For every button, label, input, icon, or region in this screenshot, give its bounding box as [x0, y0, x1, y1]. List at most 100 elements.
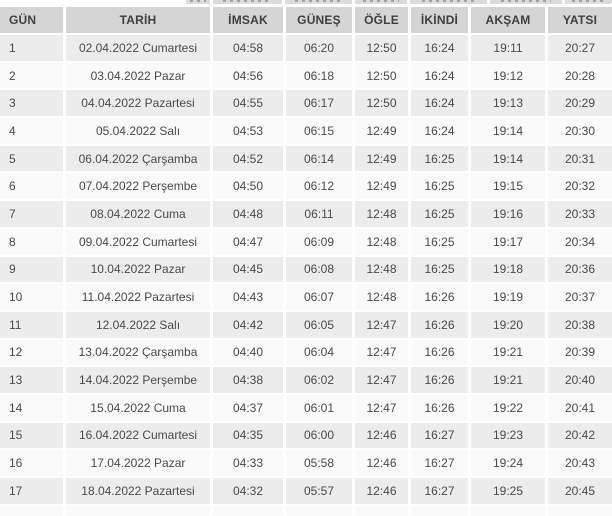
cell-ogle: 12:48 — [355, 284, 408, 310]
cell-gunes: 06:20 — [286, 35, 352, 61]
cell-ogle: 12:48 — [355, 256, 408, 283]
cell-ikindi: 16:26 — [411, 367, 468, 393]
cropped-cell — [355, 0, 407, 4]
cell-tarih: 03.04.2022 Pazar — [66, 62, 210, 89]
cell-ikindi: 16:24 — [411, 118, 468, 144]
cell-tarih: 10.04.2022 Pazar — [66, 256, 210, 283]
cell-ogle: 12:50 — [355, 35, 408, 61]
cell-aksam: 19:16 — [471, 201, 545, 227]
cell-tarih: 07.04.2022 Perşembe — [66, 173, 210, 200]
cell-gun: 12 — [0, 339, 63, 366]
cell-yatsi: 20:30 — [548, 118, 612, 144]
cell-ikindi: 16:25 — [411, 256, 468, 283]
cell-gun: 2 — [0, 62, 63, 89]
cell-tarih: 16.04.2022 Cumartesi — [66, 422, 210, 449]
cell-ogle: 12:47 — [355, 394, 408, 421]
cell-gunes: 06:14 — [286, 145, 352, 172]
cell-imsak: 04:33 — [213, 450, 283, 476]
cell-yatsi: 20:33 — [548, 201, 612, 227]
cell-tarih: 11.04.2022 Pazartesi — [66, 284, 210, 310]
cell-ogle: 12:50 — [355, 90, 408, 117]
cropped-cell — [186, 0, 210, 4]
cell-yatsi: 20:36 — [548, 256, 612, 283]
cell-gun: 16 — [0, 450, 63, 476]
cell-gunes: 06:17 — [286, 90, 352, 117]
column-header-ogle: ÖĞLE — [355, 7, 408, 33]
cell-ogle: 12:46 — [355, 450, 408, 476]
cell-ogle: 12:47 — [355, 339, 408, 366]
cell-aksam: 19:23 — [471, 422, 545, 449]
cell-gunes: 05:58 — [286, 450, 352, 476]
cell-imsak: 04:50 — [213, 173, 283, 200]
prayer-times-table: GÜN TARİH İMSAK GÜNEŞ ÖĞLE İKİNDİ AKŞAM YATSI 1 0… — [0, 7, 612, 516]
cell-tarih: 06.04.2022 Çarşamba — [66, 145, 210, 172]
cell-ikindi: 16:25 — [411, 201, 468, 227]
cell-ogle: 12:49 — [355, 173, 408, 200]
cell-ikindi: 16:26 — [411, 339, 468, 366]
cell-gun: 17 — [0, 478, 63, 504]
cell-tarih: 18.04.2022 Pazartesi — [66, 478, 210, 504]
cell-tarih: 08.04.2022 Cuma — [66, 201, 210, 227]
cell-ikindi: 16:26 — [411, 284, 468, 310]
cell-gunes: 06:00 — [286, 422, 352, 449]
cropped-cell — [410, 0, 487, 4]
cell-gun: 13 — [0, 367, 63, 393]
cell-yatsi: 20:43 — [548, 450, 612, 476]
cell-imsak: 04:47 — [213, 228, 283, 255]
cell-aksam: 19:12 — [471, 62, 545, 89]
cell-aksam: 19:17 — [471, 228, 545, 255]
cell-gunes: 05:57 — [286, 478, 352, 504]
cell-imsak: 04:52 — [213, 145, 283, 172]
cell-yatsi: 20:38 — [548, 311, 612, 338]
cell-ogle: 12:49 — [355, 118, 408, 144]
cell-imsak: 04:48 — [213, 201, 283, 227]
cell-gun: 7 — [0, 201, 63, 227]
cell-ogle: 12:49 — [355, 145, 408, 172]
partial-next-row-cell — [213, 505, 283, 516]
cell-imsak: 04:58 — [213, 35, 283, 61]
cell-imsak: 04:40 — [213, 339, 283, 366]
cell-yatsi: 20:41 — [548, 394, 612, 421]
cell-yatsi: 20:27 — [548, 35, 612, 61]
cell-imsak: 04:37 — [213, 394, 283, 421]
partial-next-row-cell — [411, 505, 468, 516]
cell-aksam: 19:25 — [471, 478, 545, 504]
cell-gun: 6 — [0, 173, 63, 200]
cell-gunes: 06:01 — [286, 394, 352, 421]
cell-ogle: 12:47 — [355, 367, 408, 393]
cell-gunes: 06:05 — [286, 311, 352, 338]
cell-ikindi: 16:24 — [411, 90, 468, 117]
cell-gunes: 06:12 — [286, 173, 352, 200]
column-header-ikindi: İKİNDİ — [411, 7, 468, 33]
cell-tarih: 02.04.2022 Cumartesi — [66, 35, 210, 61]
column-header-imsak: İMSAK — [213, 7, 283, 33]
cell-ogle: 12:47 — [355, 311, 408, 338]
cell-gunes: 06:08 — [286, 256, 352, 283]
cell-yatsi: 20:37 — [548, 284, 612, 310]
cell-imsak: 04:35 — [213, 422, 283, 449]
cell-yatsi: 20:40 — [548, 367, 612, 393]
cell-gun: 15 — [0, 422, 63, 449]
cell-gun: 3 — [0, 90, 63, 117]
cell-yatsi: 20:28 — [548, 62, 612, 89]
cell-ikindi: 16:27 — [411, 450, 468, 476]
cell-gun: 14 — [0, 394, 63, 421]
cell-ikindi: 16:25 — [411, 173, 468, 200]
cell-yatsi: 20:31 — [548, 145, 612, 172]
partial-next-row-cell — [286, 505, 352, 516]
cell-ikindi: 16:26 — [411, 311, 468, 338]
cell-aksam: 19:15 — [471, 173, 545, 200]
cell-imsak: 04:53 — [213, 118, 283, 144]
cell-yatsi: 20:39 — [548, 339, 612, 366]
cell-tarih: 09.04.2022 Cumartesi — [66, 228, 210, 255]
cell-gun: 9 — [0, 256, 63, 283]
cell-gun: 10 — [0, 284, 63, 310]
cell-yatsi: 20:29 — [548, 90, 612, 117]
cell-ikindi: 16:25 — [411, 145, 468, 172]
cell-aksam: 19:22 — [471, 394, 545, 421]
cell-ikindi: 16:24 — [411, 62, 468, 89]
cell-aksam: 19:21 — [471, 367, 545, 393]
cropped-cell — [565, 0, 612, 4]
cropped-cell — [285, 0, 352, 4]
